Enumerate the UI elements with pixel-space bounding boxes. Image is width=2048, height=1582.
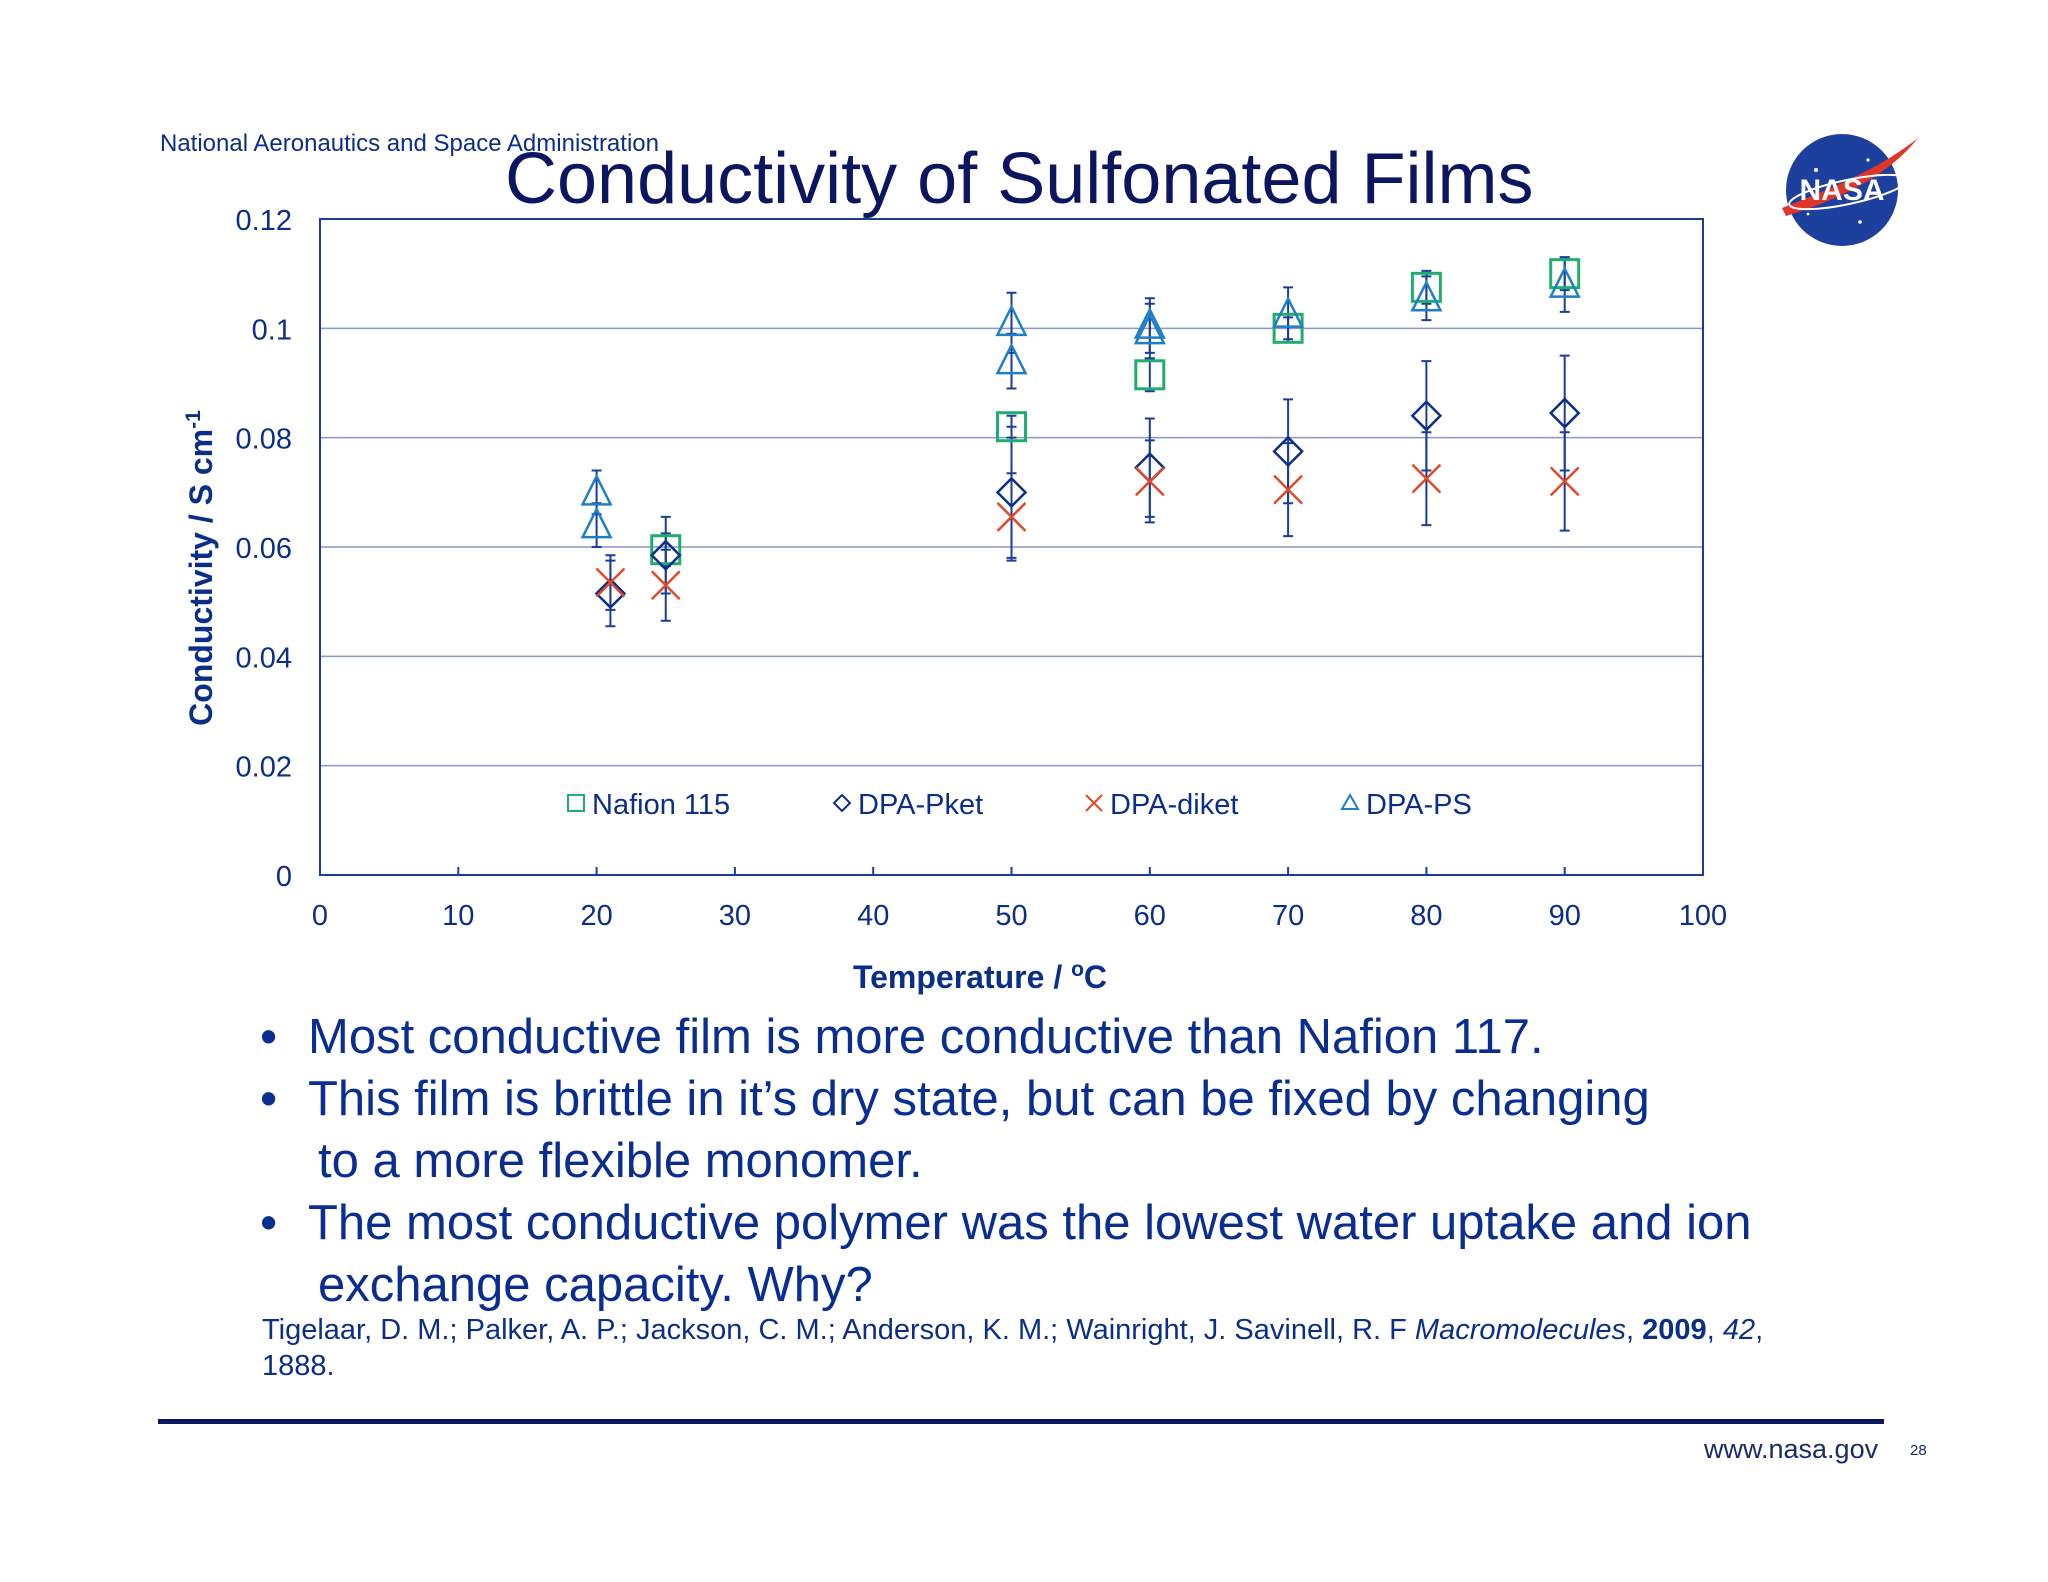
data-point-dpa-ps <box>1133 306 1166 339</box>
chart-error-bars <box>591 256 1570 628</box>
agency-name: National Aeronautics and Space Administr… <box>160 130 659 157</box>
legend-label: Nafion 115 <box>592 789 730 821</box>
data-point-nafion-115 <box>996 411 1027 443</box>
page-title: Conductivity of Sulfonated Films <box>505 139 1534 219</box>
data-point-nafion-115 <box>1134 359 1166 391</box>
legend-swatch <box>567 794 585 812</box>
data-point-nafion-115 <box>1549 258 1581 290</box>
citation-year: 2009 <box>1642 1314 1707 1346</box>
bullet-item: • The most conductive polymer was the lo… <box>260 1192 1900 1316</box>
nasa-logo: NASA <box>1782 134 1918 246</box>
data-point-dpa-ps <box>1410 279 1443 312</box>
x-tick-label: 60 <box>1134 900 1166 932</box>
x-axis-label: Temperature / oC <box>853 958 1107 995</box>
data-point-dpa-diket <box>996 502 1027 532</box>
data-point-dpa-diket <box>1411 463 1442 494</box>
error-bar-dpa-ps <box>1006 332 1017 390</box>
x-tick-label: 50 <box>995 900 1027 932</box>
legend-swatch <box>1085 794 1103 812</box>
citation-volume: 42 <box>1722 1314 1756 1346</box>
y-tick-label: 0.12 <box>236 205 292 237</box>
data-point-dpa-ps <box>995 304 1028 337</box>
data-point-dpa-pket <box>1410 400 1443 432</box>
data-point-dpa-diket <box>1549 466 1580 497</box>
legend-item-dpa-ps: DPA-PS <box>1340 789 1472 821</box>
data-point-dpa-ps <box>580 506 613 539</box>
data-point-dpa-diket <box>1134 466 1165 497</box>
x-tick-label: 30 <box>719 900 751 932</box>
data-point-nafion-115 <box>1410 271 1442 303</box>
bullet-text: Most conductive film is more conductive … <box>308 1010 1544 1064</box>
data-point-dpa-pket <box>649 539 682 571</box>
x-tick-label: 100 <box>1679 900 1727 932</box>
citation-journal: Macromolecules <box>1414 1314 1627 1346</box>
x-tick-label: 80 <box>1410 900 1442 932</box>
data-point-dpa-diket <box>650 570 681 601</box>
data-point-nafion-115 <box>1272 312 1304 344</box>
data-point-dpa-ps <box>580 473 613 506</box>
x-tick-label: 10 <box>442 900 474 932</box>
y-tick-label: 0.04 <box>236 642 292 674</box>
legend-item-dpa-diket: DPA-diket <box>1085 789 1238 821</box>
bullet-item: • This film is brittle in it’s dry state… <box>260 1068 1900 1192</box>
legend-swatch <box>1340 792 1360 810</box>
logo-lettering: NASA <box>1799 174 1884 207</box>
bullet-list: • Most conductive film is more conductiv… <box>260 1006 1900 1316</box>
data-point-dpa-pket <box>1548 397 1581 429</box>
citation-separator: , <box>1706 1314 1723 1346</box>
legend-item-dpa-pket: DPA-Pket <box>832 789 983 821</box>
y-axis-label: Conductivity / S cm-1 <box>182 410 219 726</box>
chart-tick-labels: 0 0.02 0.04 0.06 0.08 0.1 0.12 0 10 20 30 40 50 60 70 8… <box>236 205 1728 932</box>
citation-authors: Tigelaar, D. M.; Palker, A. P.; Jackson,… <box>262 1314 1415 1346</box>
footer-rule <box>158 1419 1884 1424</box>
bullet-text: The most conductive polymer was the lowe… <box>308 1196 1752 1250</box>
bullet-dot: • <box>260 1072 278 1126</box>
y-tick-label: 0.1 <box>252 314 292 346</box>
legend-label: DPA-Pket <box>858 789 983 821</box>
legend-label: DPA-diket <box>1110 789 1238 821</box>
data-point-nafion-115 <box>650 534 682 566</box>
bullet-dot: • <box>260 1010 278 1064</box>
y-tick-label: 0.02 <box>236 752 292 784</box>
data-point-dpa-pket <box>594 577 627 610</box>
error-bar-dpa-ps <box>1559 256 1570 313</box>
error-bar-nafion-115 <box>1144 357 1155 393</box>
x-tick-label: 40 <box>857 900 889 932</box>
data-point-dpa-pket <box>995 476 1028 509</box>
legend-item-nafion-115: Nafion 115 <box>567 789 730 821</box>
legend-label: DPA-PS <box>1366 789 1472 821</box>
data-point-dpa-ps <box>1133 312 1166 345</box>
chart-axes <box>319 867 1704 875</box>
data-point-dpa-pket <box>1272 435 1304 468</box>
data-point-dpa-diket <box>1273 474 1303 505</box>
chart-markers <box>580 258 1581 610</box>
x-tick-label: 90 <box>1549 900 1581 932</box>
x-tick-label: 70 <box>1272 900 1304 932</box>
bullet-text: This film is brittle in it’s dry state, … <box>308 1072 1650 1126</box>
chart-legend: Nafion 115 DPA-Pket DPA-diket DPA-PS <box>567 789 1472 821</box>
x-tick-label: 20 <box>580 900 612 932</box>
legend-swatch <box>832 793 852 813</box>
citation: Tigelaar, D. M.; Palker, A. P.; Jackson,… <box>262 1312 1902 1384</box>
x-tick-label: 0 <box>312 900 328 932</box>
data-point-dpa-ps <box>1548 265 1581 298</box>
y-tick-label: 0 <box>276 861 292 893</box>
y-tick-label: 0.06 <box>236 533 292 565</box>
bullet-item: • Most conductive film is more conductiv… <box>260 1006 1900 1068</box>
data-point-dpa-diket <box>595 567 626 598</box>
bullet-dot: • <box>260 1196 278 1250</box>
page-number: 28 <box>1910 1442 1927 1459</box>
citation-separator: , <box>1626 1314 1643 1346</box>
citation-pages: 1888. <box>262 1350 335 1382</box>
citation-separator: , <box>1755 1314 1764 1346</box>
data-point-dpa-ps <box>1272 295 1305 328</box>
data-point-dpa-ps <box>995 342 1028 375</box>
bullet-continuation: exchange capacity. Why? <box>318 1258 873 1312</box>
footer-url[interactable]: www.nasa.gov <box>1704 1434 1879 1464</box>
bullet-continuation: to a more flexible monomer. <box>318 1134 923 1188</box>
y-tick-label: 0.08 <box>236 424 292 456</box>
